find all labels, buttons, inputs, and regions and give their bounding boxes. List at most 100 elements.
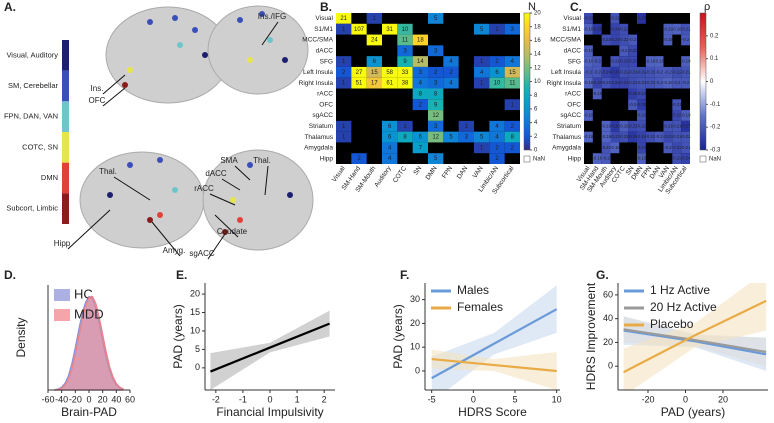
- x-axis-label: HDRS Score: [458, 405, 527, 419]
- cell-label: 1: [342, 81, 346, 87]
- cell-label: 1: [403, 124, 407, 130]
- cell-label: 8: [419, 91, 423, 97]
- heatmap-cell: [672, 23, 682, 35]
- cell-label: -0.21: [601, 145, 611, 150]
- cell-label: -0.19: [663, 37, 673, 42]
- heatmap-cell: [412, 142, 428, 154]
- heatmap-cell: [474, 131, 490, 143]
- x-tick-label: -1: [239, 394, 247, 404]
- cell-label: 24: [371, 38, 378, 44]
- cell-label: -0.2: [682, 37, 690, 42]
- colorbar-tick-label: 0: [534, 148, 538, 154]
- cell-label: -0.22: [645, 134, 655, 139]
- heatmap-cell: [663, 131, 673, 143]
- heatmap-cell: [619, 120, 629, 132]
- cell-label: -0.26: [628, 134, 638, 139]
- cell-label: -0.21: [637, 80, 647, 85]
- legend-label: Placebo: [650, 317, 694, 331]
- heatmap-cell: [601, 120, 611, 132]
- heatmap-cell: [619, 131, 629, 143]
- heatmap-cell: [489, 153, 505, 164]
- cell-label: 15: [509, 70, 516, 76]
- heatmap-cell: [619, 77, 629, 89]
- heatmap-cell: [592, 153, 602, 164]
- cell-label: 51: [356, 81, 363, 87]
- legend-label: SM, Cerebellar: [8, 81, 59, 90]
- cell-label: -0.2: [629, 37, 637, 42]
- colorbar-tick-label: 20: [534, 11, 541, 17]
- panel-label: B.: [320, 0, 332, 14]
- x-tick-label: 20: [98, 394, 108, 404]
- cell-label: 61: [386, 81, 393, 87]
- row-label: dACC: [564, 47, 582, 54]
- heatmap-cell: [610, 23, 620, 35]
- heatmap-cell: [351, 23, 367, 35]
- heatmap-cell: [504, 99, 520, 111]
- cell-label: -0.24: [637, 134, 647, 139]
- cell-label: -0.18: [654, 59, 664, 64]
- row-label: Amygdala: [304, 145, 333, 152]
- colorbar-tick-label: 14: [534, 52, 541, 58]
- y-tick-label: 20: [190, 288, 200, 298]
- cell-label: -0.22: [619, 37, 629, 42]
- nan-swatch: [699, 155, 707, 163]
- legend-swatch: [62, 162, 69, 194]
- cell-label: 2: [495, 156, 499, 162]
- heatmap-cell: [504, 131, 520, 143]
- x-tick-label: 10: [552, 394, 562, 404]
- legend-swatch: [62, 193, 69, 224]
- legend-swatch: [62, 101, 69, 132]
- heatmap-cell: [428, 88, 444, 100]
- x-tick-label: 0: [471, 394, 476, 404]
- x-tick-label: 0: [267, 394, 272, 404]
- heatmap-cell: [382, 142, 398, 154]
- cell-label: -0.21: [672, 102, 682, 107]
- heatmap-cell: [397, 66, 413, 78]
- cell-label: 2: [495, 59, 499, 65]
- cell-label: -0.21: [610, 59, 620, 64]
- heatmap-cell: [397, 56, 413, 67]
- y-tick-label: 20: [410, 318, 420, 328]
- label-leader: [67, 209, 111, 250]
- cell-label: -0.25: [628, 91, 638, 96]
- heatmap-cell: [628, 131, 637, 143]
- heatmap-cell: [474, 142, 490, 154]
- row-label: Thalamus: [304, 134, 333, 141]
- legend-swatch: [54, 309, 70, 321]
- cell-label: 2: [511, 124, 515, 130]
- cell-label: 4: [495, 124, 499, 130]
- heatmap-cell: [397, 45, 413, 57]
- column-label: SN: [625, 165, 636, 177]
- cell-label: -0.18: [610, 145, 620, 150]
- row-label: Right Insula: [547, 80, 582, 87]
- cell-label: 3: [434, 48, 438, 54]
- y-tick-label: 30: [410, 294, 420, 304]
- heatmap-cell: [504, 77, 520, 89]
- cell-label: 5: [480, 27, 484, 33]
- region-label: Ins./IFG: [258, 12, 286, 21]
- nan-label: NaN: [533, 157, 545, 163]
- heatmap-cell: [637, 131, 646, 143]
- heatmap-cell: [601, 34, 611, 46]
- cell-label: 4: [495, 135, 499, 141]
- cell-label: 1: [373, 16, 377, 22]
- colorbar-tick-label: 0.1: [710, 56, 719, 62]
- colorbar-title: N: [528, 1, 536, 13]
- x-tick-label: 60: [125, 394, 135, 404]
- cell-label: -0.21: [663, 123, 673, 128]
- heatmap-cell: [681, 131, 690, 143]
- cell-label: 17: [371, 81, 378, 87]
- cell-label: -0.19: [592, 91, 602, 96]
- heatmap-cell: [489, 142, 505, 154]
- legend-label: Females: [457, 300, 503, 314]
- cell-label: 2: [449, 70, 453, 76]
- cell-label: -0.24: [681, 156, 691, 161]
- label-leader: [214, 214, 239, 238]
- cell-label: -0.19: [681, 113, 691, 118]
- heatmap-cell: [489, 66, 505, 78]
- heatmap-cell: [681, 153, 690, 164]
- cell-label: 3: [465, 135, 469, 141]
- cell-label: -0.24: [619, 80, 629, 85]
- cell-label: -0.2: [664, 69, 672, 74]
- heatmap-cell: [592, 56, 602, 67]
